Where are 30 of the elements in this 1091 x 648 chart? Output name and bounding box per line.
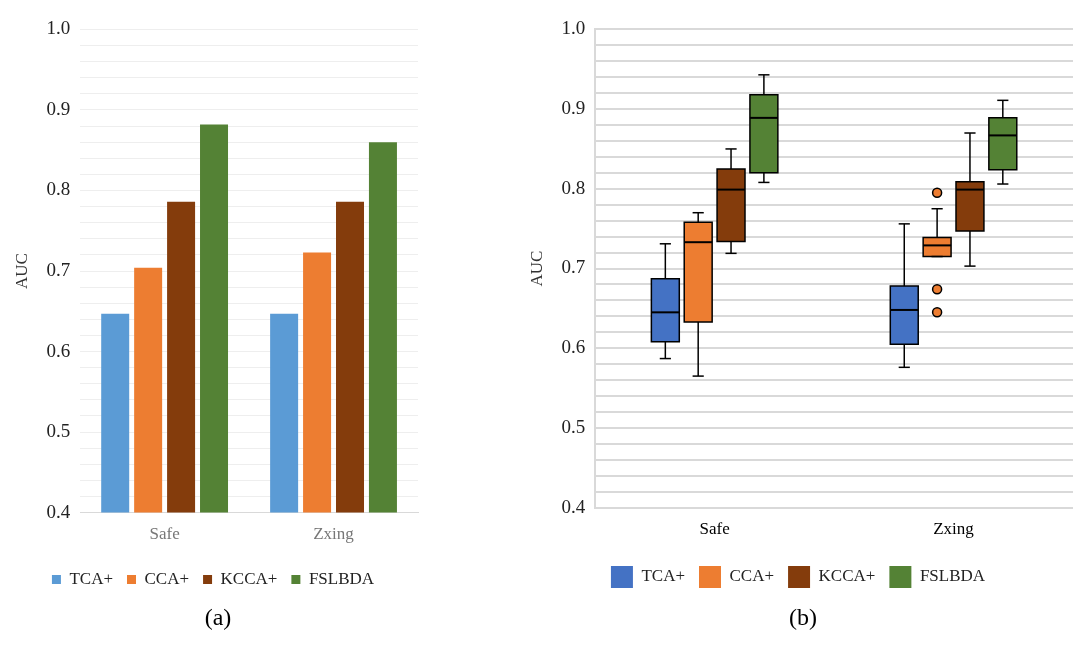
y-tick-label: 0.9	[561, 97, 586, 119]
legend-label: FSLBDA	[919, 566, 986, 586]
y-tick-label: 1.0	[46, 17, 71, 39]
y-tick-label: 0.6	[46, 339, 71, 361]
y-tick-label: 0.5	[561, 415, 586, 437]
y-tick-label: 0.4	[46, 500, 71, 522]
legend-label: CCA+	[144, 568, 190, 588]
y-tick-label: 0.9	[46, 97, 71, 119]
y-tick-label: 0.8	[561, 176, 586, 198]
y-tick-label: 0.8	[46, 178, 71, 200]
y-tick-label: 0.5	[46, 420, 71, 442]
y-axis-title: AUC	[526, 250, 546, 287]
x-tick-label: Zxing	[933, 519, 975, 539]
legend-label: TCA+	[69, 568, 114, 588]
x-tick-label: Safe	[699, 519, 730, 539]
text: (a)	[204, 604, 232, 631]
legend-label: FSLBDA	[308, 568, 375, 588]
x-tick-label: Zxing	[313, 524, 355, 544]
y-axis-title: AUC	[11, 253, 31, 289]
y-tick-label: 0.7	[561, 256, 586, 278]
legend-label: KCCA+	[818, 566, 876, 586]
legend-label: TCA+	[641, 566, 686, 586]
legend-label: KCCA+	[220, 568, 278, 588]
legend-label: CCA+	[729, 566, 775, 586]
y-tick-label: 0.4	[561, 495, 586, 517]
x-tick-label: Safe	[149, 524, 180, 544]
y-tick-label: 0.6	[561, 336, 586, 358]
y-tick-label: 1.0	[561, 17, 586, 39]
text: (b)	[789, 604, 817, 631]
y-tick-label: 0.7	[46, 258, 71, 280]
